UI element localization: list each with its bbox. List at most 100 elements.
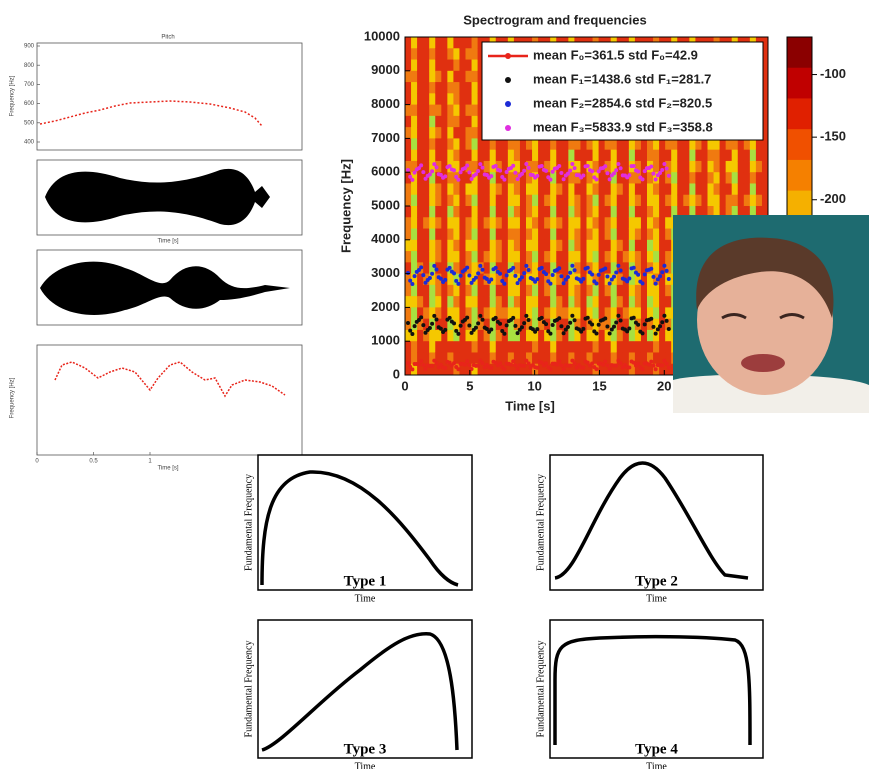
- spectrogram-cell: [423, 228, 430, 241]
- spectrogram-cell: [659, 296, 666, 308]
- x-axis-label: Time [s]: [505, 398, 555, 413]
- spectrogram-cell: [465, 217, 473, 230]
- spectrogram-cell: [665, 217, 672, 230]
- spectrogram-cell: [592, 160, 600, 173]
- formant-dot: [590, 169, 595, 174]
- spectrogram-cell: [489, 239, 497, 252]
- spectrogram-cell: [459, 251, 466, 263]
- spectrogram-cell: [429, 273, 436, 286]
- spectrogram-cell: [405, 262, 412, 275]
- spectrogram-cell: [465, 194, 473, 207]
- spectrogram-cell: [598, 329, 606, 342]
- spectrogram-cell: [725, 183, 733, 196]
- spectrogram-cell: [550, 217, 557, 230]
- spectrogram-title: Spectrogram and frequencies: [463, 12, 647, 27]
- spectrogram-cell: [429, 138, 436, 151]
- spectrogram-cell: [405, 183, 412, 196]
- formant-dot: [502, 177, 507, 182]
- formant-dot: [484, 276, 489, 281]
- spectrogram-cell: [659, 160, 666, 173]
- spectrogram-cell: [616, 172, 624, 184]
- spectrogram-cell: [707, 138, 715, 151]
- formant-dot: [631, 315, 636, 320]
- spectrogram-cell: [562, 172, 569, 184]
- spectrogram-cell: [453, 251, 460, 263]
- formant-dot: [579, 329, 584, 334]
- spectrogram-cell: [447, 273, 454, 286]
- spectrogram-cell: [592, 206, 600, 218]
- spectrogram-cell: [441, 228, 448, 241]
- spectrogram-cell: [495, 352, 503, 365]
- spectrogram-cell: [622, 228, 630, 241]
- spectrogram-cell: [538, 183, 545, 196]
- spectrogram-cell: [429, 307, 436, 320]
- spectrogram-cell: [556, 183, 563, 196]
- f0-xlabel: Time [s]: [157, 466, 178, 472]
- formant-dot: [515, 331, 520, 336]
- formant-dot: [596, 272, 601, 277]
- spectrogram-cell: [471, 59, 479, 72]
- formant-dot: [526, 318, 531, 323]
- spectrogram-cell: [477, 172, 485, 184]
- spectrogram-cell: [447, 104, 454, 117]
- formant-dot: [515, 177, 520, 182]
- formant-dot: [478, 358, 483, 363]
- spectrogram-cell: [755, 160, 763, 173]
- spectrogram-cell: [634, 149, 642, 162]
- spectrogram-cell: [616, 363, 624, 376]
- spectrogram-cell: [580, 149, 587, 162]
- spectrogram-cell: [610, 138, 618, 151]
- formant-dot: [419, 315, 424, 320]
- spectrogram-cell: [574, 239, 581, 252]
- spectrogram-cell: [556, 284, 563, 297]
- spectrogram-cell: [459, 363, 466, 376]
- spectrogram-cell: [519, 206, 527, 218]
- spectrogram-cell: [538, 138, 545, 151]
- spectrogram-cell: [701, 206, 708, 218]
- spectrogram-cell: [465, 138, 473, 151]
- formant-dot: [465, 359, 470, 364]
- x-tick-label: 0.5: [89, 459, 98, 465]
- spectrogram-cell: [483, 217, 491, 230]
- spectrogram-cell: [556, 239, 563, 252]
- spectrogram-cell: [544, 206, 551, 218]
- formant-dot: [410, 282, 415, 287]
- formant-dot: [438, 326, 443, 331]
- spectrogram-cell: [701, 172, 708, 184]
- spectrogram-cell: [447, 284, 454, 297]
- spectrogram-cell: [634, 284, 642, 297]
- spectrogram-cell: [459, 217, 466, 230]
- spectrogram-cell: [737, 149, 745, 162]
- formant-dot: [570, 358, 575, 363]
- spectrogram-cell: [507, 194, 515, 207]
- spectrogram-cell: [634, 194, 642, 207]
- spectrogram-cell: [604, 228, 612, 241]
- spectrogram-cell: [447, 172, 454, 184]
- spectrogram-cell: [526, 318, 533, 331]
- formant-dot: [412, 324, 417, 329]
- spectrogram-cell: [628, 341, 636, 353]
- spectrogram-cell: [483, 251, 491, 263]
- spectrogram-cell: [459, 352, 466, 365]
- formant-dot: [458, 170, 463, 175]
- spectrogram-cell: [411, 127, 418, 139]
- y-axis-label: Fundamental Frequency: [535, 641, 546, 738]
- spectrogram-cell: [562, 363, 569, 376]
- spectrogram-cell: [592, 149, 600, 162]
- formant-dot: [548, 281, 553, 286]
- spectrogram-cell: [411, 160, 418, 173]
- spectrogram-cell: [513, 217, 521, 230]
- formant-dot: [410, 367, 415, 372]
- spectrogram-cell: [616, 307, 624, 320]
- spectrogram-cell: [677, 194, 684, 207]
- formant-dot: [469, 280, 474, 285]
- formant-dot: [419, 359, 424, 364]
- spectrogram-cell: [532, 206, 539, 218]
- formant-dot: [605, 274, 610, 279]
- spectrogram-cell: [459, 296, 466, 308]
- spectrogram-cell: [568, 284, 575, 297]
- spectrogram-cell: [731, 194, 739, 207]
- spectrogram-cell: [459, 48, 466, 61]
- spectrogram-cell: [622, 352, 630, 365]
- formant-dot: [642, 272, 647, 277]
